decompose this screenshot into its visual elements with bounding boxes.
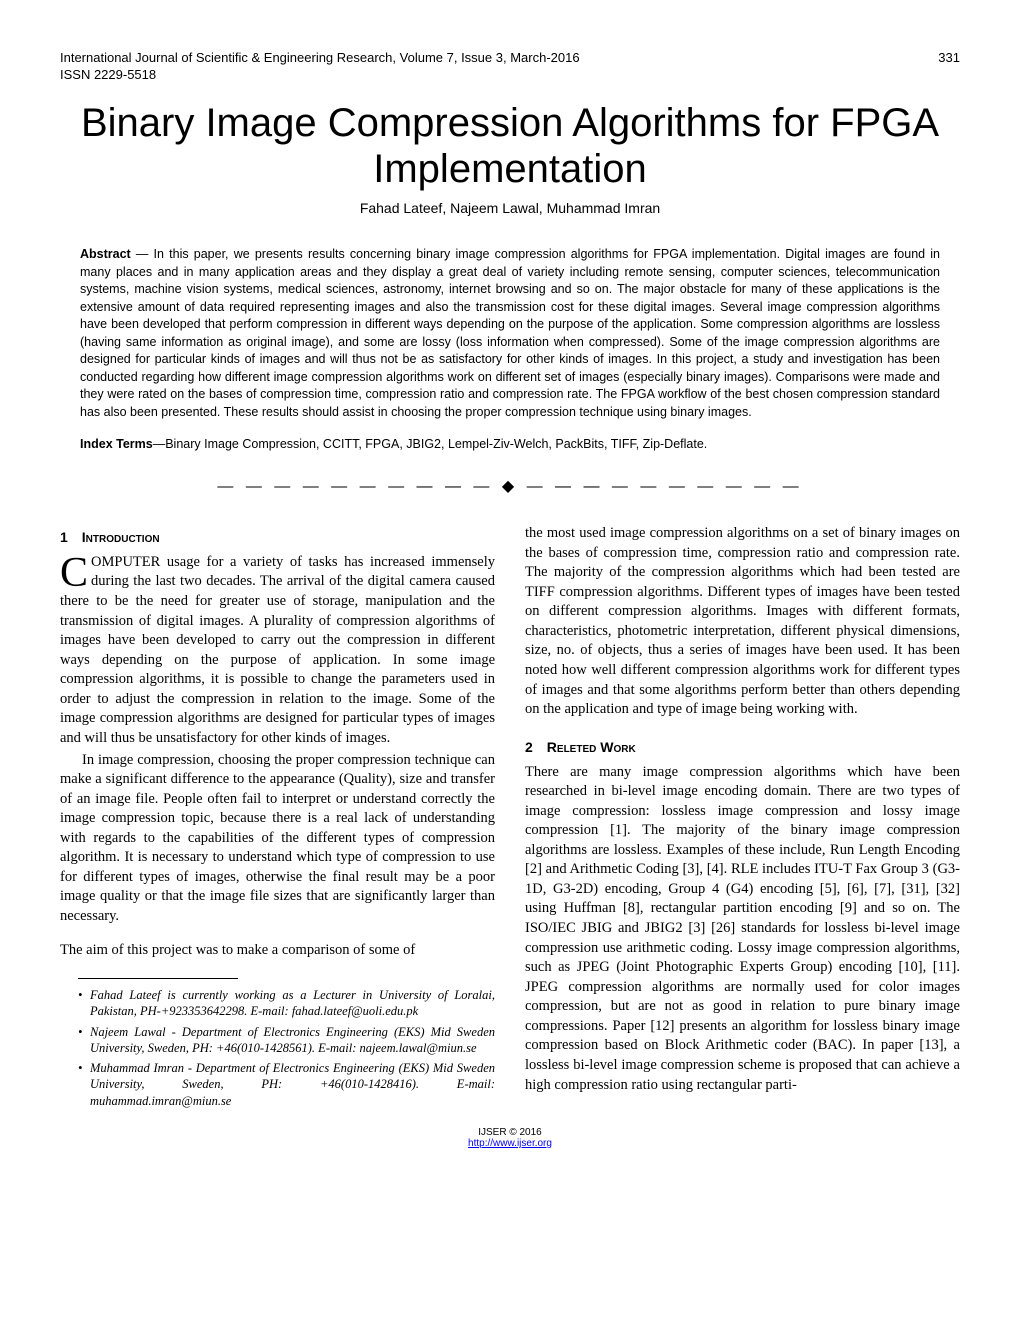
- intro-paragraph-2: In image compression, choosing the prope…: [60, 751, 495, 927]
- index-terms-block: Index Terms—Binary Image Compression, CC…: [80, 437, 940, 451]
- abstract-label: Abstract: [80, 247, 131, 261]
- paper-title: Binary Image Compression Algorithms for …: [60, 100, 960, 192]
- affiliation-divider: [78, 978, 238, 979]
- journal-name: International Journal of Scientific & En…: [60, 50, 580, 65]
- section-2-heading: 2 Releted Work: [525, 738, 960, 757]
- index-terms-text: —Binary Image Compression, CCITT, FPGA, …: [153, 437, 708, 451]
- dropcap: C: [60, 553, 91, 590]
- issn-line: ISSN 2229-5518: [60, 67, 960, 82]
- affiliation-item: Fahad Lateef is currently working as a L…: [78, 987, 495, 1020]
- affiliation-list: Fahad Lateef is currently working as a L…: [60, 987, 495, 1109]
- section-1-title: Introduction: [82, 529, 160, 545]
- section-2-number: 2: [525, 739, 533, 755]
- right-column: the most used image compression algorith…: [525, 524, 960, 1113]
- author-list: Fahad Lateef, Najeem Lawal, Muhammad Imr…: [60, 200, 960, 216]
- section-2-title: Releted Work: [547, 739, 636, 755]
- page-number: 331: [938, 50, 960, 65]
- intro-continuation: the most used image compression algorith…: [525, 524, 960, 720]
- affiliation-item: Najeem Lawal - Department of Electronics…: [78, 1024, 495, 1057]
- section-1-heading: 1 Introduction: [60, 528, 495, 547]
- section-divider: — — — — — — — — — — ◆ — — — — — — — — — …: [60, 476, 960, 496]
- intro-paragraph-3: The aim of this project was to make a co…: [60, 941, 495, 961]
- index-terms-label: Index Terms: [80, 437, 153, 451]
- intro-paragraph-1: COMPUTER usage for a variety of tasks ha…: [60, 553, 495, 749]
- affiliation-item: Muhammad Imran - Department of Electroni…: [78, 1060, 495, 1109]
- section-1-number: 1: [60, 529, 68, 545]
- footer-link[interactable]: http://www.ijser.org: [468, 1138, 552, 1149]
- left-column: 1 Introduction COMPUTER usage for a varie…: [60, 524, 495, 1113]
- page-footer: IJSER © 2016 http://www.ijser.org: [60, 1127, 960, 1149]
- two-column-body: 1 Introduction COMPUTER usage for a varie…: [60, 524, 960, 1113]
- abstract-text: — In this paper, we presents results con…: [80, 247, 940, 419]
- journal-header: International Journal of Scientific & En…: [60, 50, 960, 65]
- footer-copyright: IJSER © 2016: [60, 1127, 960, 1138]
- abstract-block: Abstract — In this paper, we presents re…: [80, 246, 940, 421]
- intro-p1-text: OMPUTER usage for a variety of tasks has…: [60, 554, 495, 746]
- related-work-paragraph: There are many image compression algorit…: [525, 763, 960, 1096]
